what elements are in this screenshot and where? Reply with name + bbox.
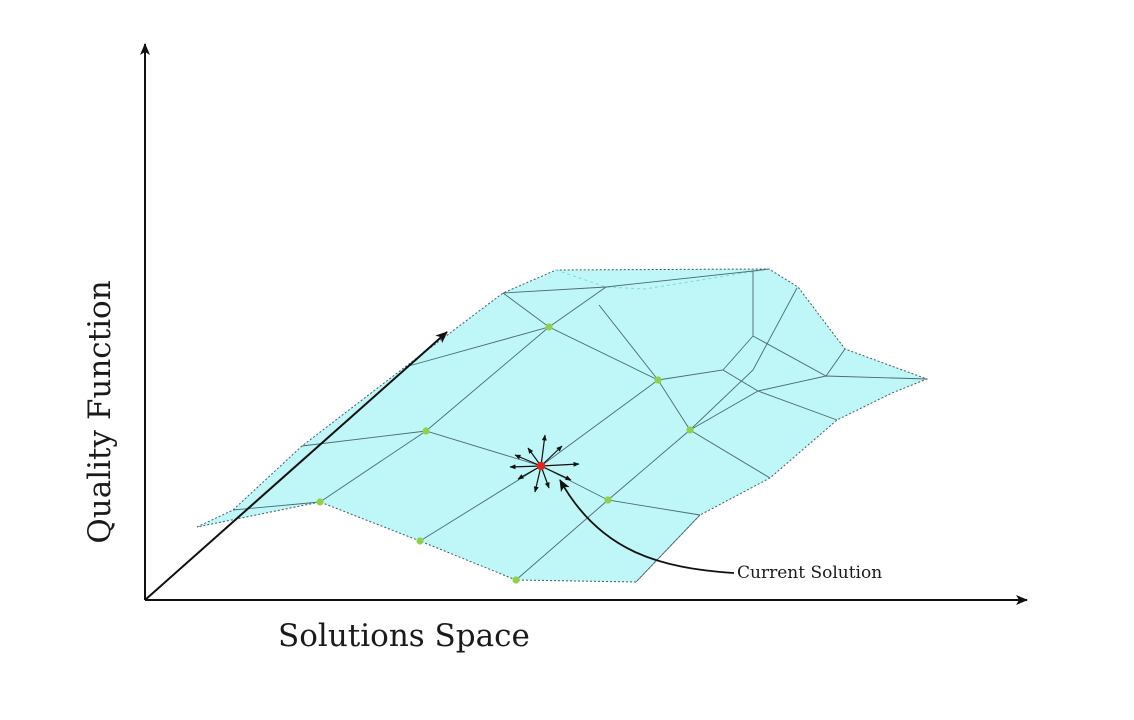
current-solution-label: Current Solution: [737, 563, 883, 583]
move-arrow: [540, 445, 563, 467]
surface-fill: [196, 268, 929, 583]
neighbor-node: [512, 576, 520, 584]
x-axis-label: Solutions Space: [278, 618, 530, 654]
axes: [140, 43, 1028, 605]
move-arrow: [540, 434, 547, 467]
neighbor-node: [545, 323, 553, 331]
callout-arrow: [559, 479, 735, 574]
neighbor-node: [416, 537, 424, 545]
move-arrow: [540, 461, 580, 467]
current-solution-node: [536, 461, 546, 471]
neighbor-node: [686, 426, 694, 434]
move-arrow: [517, 465, 542, 480]
depth-axis: [144, 331, 448, 601]
neighbor-node: [654, 376, 662, 384]
move-arrow: [533, 465, 542, 493]
neighbor-node: [422, 427, 430, 435]
move-arrow: [514, 454, 542, 467]
move-arrow: [540, 465, 572, 481]
y-axis-label: Quality Function: [82, 280, 118, 544]
neighbor-node: [604, 496, 612, 504]
neighbor-nodes: [316, 323, 694, 584]
move-arrow: [509, 464, 542, 470]
surface-fold: [555, 268, 770, 290]
landscape-surface: [196, 268, 929, 583]
neighbor-node: [316, 498, 324, 506]
